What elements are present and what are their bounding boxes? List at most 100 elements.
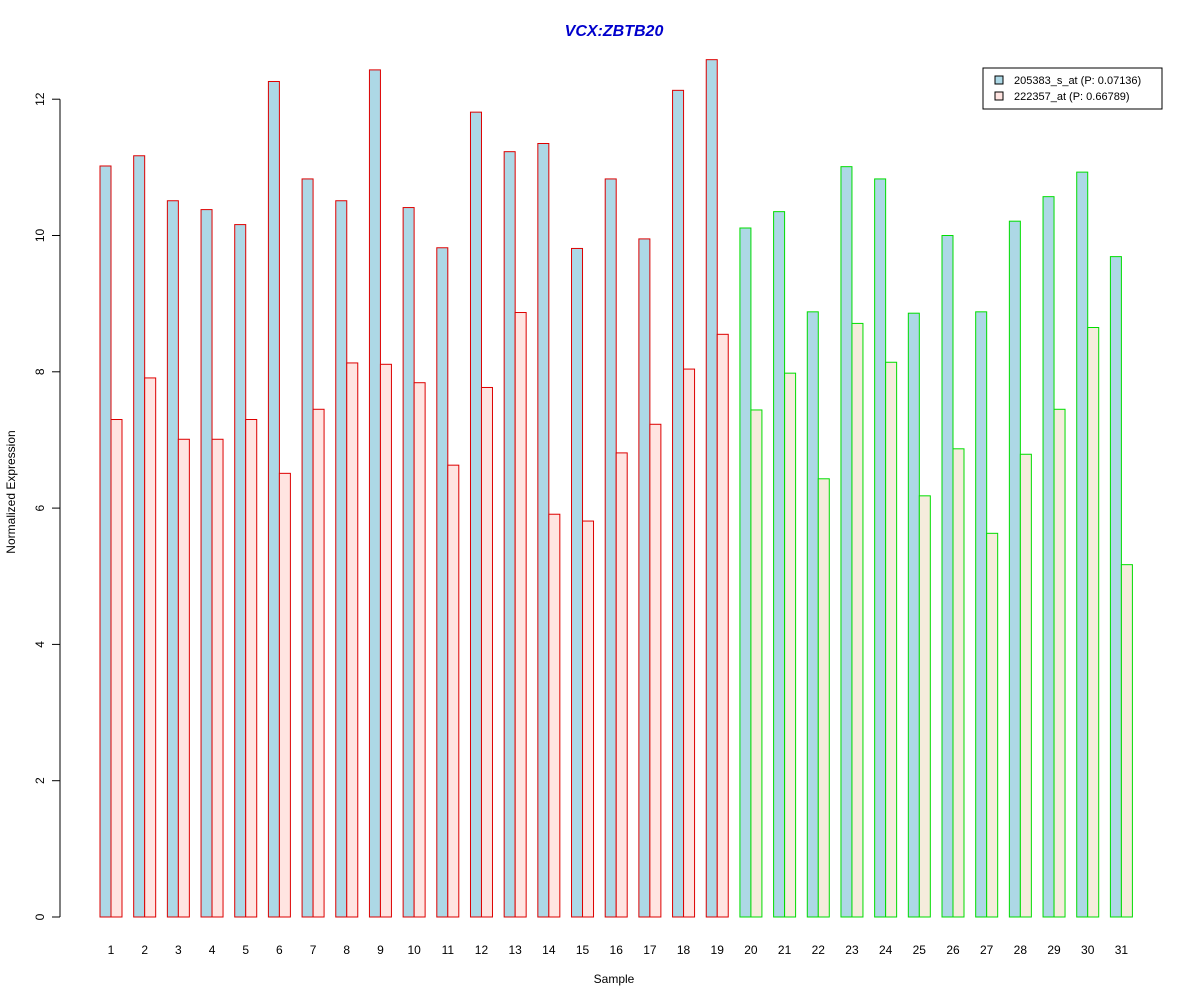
bar-205383-s-at	[604, 178, 617, 918]
bar-222357-at	[548, 513, 561, 918]
x-tick-label: 29	[1047, 943, 1061, 957]
bar-222357-at	[615, 452, 628, 918]
bar-205383-s-at	[1076, 171, 1089, 918]
bar-205383-s-at	[571, 247, 584, 918]
bar-222357-at	[952, 448, 965, 918]
bar-222357-at	[1019, 453, 1032, 918]
bar-205383-s-at	[503, 151, 516, 918]
bar-205383-s-at	[166, 200, 179, 918]
x-tick-label: 10	[407, 943, 421, 957]
bar-205383-s-at	[773, 211, 786, 918]
bar-205383-s-at	[840, 166, 853, 918]
bar-222357-at	[582, 520, 595, 918]
x-tick-label: 12	[475, 943, 489, 957]
bar-222357-at	[1053, 408, 1066, 918]
bar-222357-at	[716, 333, 729, 918]
x-tick-label: 25	[913, 943, 927, 957]
legend-box	[982, 67, 1163, 110]
x-tick-label: 6	[276, 943, 283, 957]
x-tick-label: 24	[879, 943, 893, 957]
x-tick-label: 5	[242, 943, 249, 957]
x-tick-label: 20	[744, 943, 758, 957]
bar-205383-s-at	[537, 142, 550, 918]
bar-222357-at	[918, 495, 931, 918]
x-tick-label: 1	[108, 943, 115, 957]
bar-222357-at	[447, 464, 460, 918]
bar-205383-s-at	[469, 111, 482, 918]
bar-205383-s-at	[200, 209, 213, 918]
legend-swatch	[994, 91, 1004, 101]
bar-205383-s-at	[1109, 256, 1122, 918]
bar-222357-at	[177, 438, 190, 918]
legend-label: 205383_s_at (P: 0.07136)	[1014, 75, 1141, 87]
x-tick-label: 21	[778, 943, 792, 957]
bar-222357-at	[278, 472, 291, 918]
bar-205383-s-at	[402, 207, 415, 918]
bar-205383-s-at	[368, 69, 381, 918]
y-tick-label: 6	[33, 504, 47, 511]
bar-205383-s-at	[672, 89, 685, 918]
x-tick-label: 19	[711, 943, 725, 957]
legend: 205383_s_at (P: 0.07136) 222357_at (P: 0.…	[982, 67, 1163, 110]
x-tick-label: 11	[442, 943, 455, 957]
bar-205383-s-at	[99, 165, 112, 918]
x-tick-label: 14	[542, 943, 556, 957]
x-tick-label: 16	[610, 943, 624, 957]
bar-222357-at	[514, 312, 527, 918]
bar-205383-s-at	[301, 178, 314, 918]
x-tick-label: 17	[643, 943, 657, 957]
bar-205383-s-at	[941, 235, 954, 918]
y-tick-label: 12	[33, 92, 47, 106]
y-tick-label: 0	[33, 913, 47, 920]
bar-205383-s-at	[1042, 196, 1055, 918]
y-axis: 0 2 4 6 8 10 12	[33, 92, 61, 920]
bar-205383-s-at	[1008, 220, 1021, 918]
x-tick-label: 9	[377, 943, 384, 957]
x-tick-label: 18	[677, 943, 691, 957]
legend-label: 222357_at (P: 0.66789)	[1014, 91, 1130, 103]
bar-205383-s-at	[436, 247, 449, 918]
bar-222357-at	[683, 368, 696, 918]
x-tick-label: 13	[508, 943, 522, 957]
x-tick-label: 23	[845, 943, 859, 957]
bar-222357-at	[750, 409, 763, 918]
x-axis-label: Sample	[594, 972, 635, 986]
x-tick-label: 4	[209, 943, 216, 957]
bar-222357-at	[1087, 327, 1100, 918]
x-tick-label: 2	[141, 943, 148, 957]
x-tick-label: 3	[175, 943, 182, 957]
x-tick-label: 7	[310, 943, 317, 957]
legend-swatch	[994, 75, 1004, 85]
bar-205383-s-at	[234, 224, 247, 918]
x-tick-label: 8	[343, 943, 350, 957]
bar-222357-at	[312, 408, 325, 918]
x-tick-label: 28	[1014, 943, 1028, 957]
bar-222357-at	[784, 372, 797, 918]
x-tick-label: 22	[812, 943, 826, 957]
bar-205383-s-at	[739, 227, 752, 918]
chart-title: VCX:ZBTB20	[565, 23, 664, 40]
bar-205383-s-at	[874, 178, 887, 918]
bars	[99, 59, 1133, 918]
bar-222357-at	[211, 438, 224, 918]
x-tick-label: 27	[980, 943, 994, 957]
bar-205383-s-at	[335, 200, 348, 918]
bar-222357-at	[480, 386, 493, 918]
bar-222357-at	[346, 362, 359, 918]
bar-222357-at	[413, 382, 426, 918]
x-tick-label: 15	[576, 943, 590, 957]
bar-222357-at	[245, 419, 258, 918]
bar-222357-at	[379, 363, 392, 918]
x-tick-label: 31	[1115, 943, 1129, 957]
bar-222357-at	[649, 423, 662, 918]
y-axis-label: Normalized Expression	[4, 430, 18, 553]
bar-222357-at	[1120, 564, 1133, 918]
y-tick-label: 10	[33, 229, 47, 243]
bar-222357-at	[851, 322, 864, 918]
y-tick-label: 2	[33, 777, 47, 784]
bar-205383-s-at	[267, 80, 280, 918]
bar-222357-at	[817, 478, 830, 918]
bar-205383-s-at	[975, 311, 988, 918]
x-tick-label: 30	[1081, 943, 1095, 957]
